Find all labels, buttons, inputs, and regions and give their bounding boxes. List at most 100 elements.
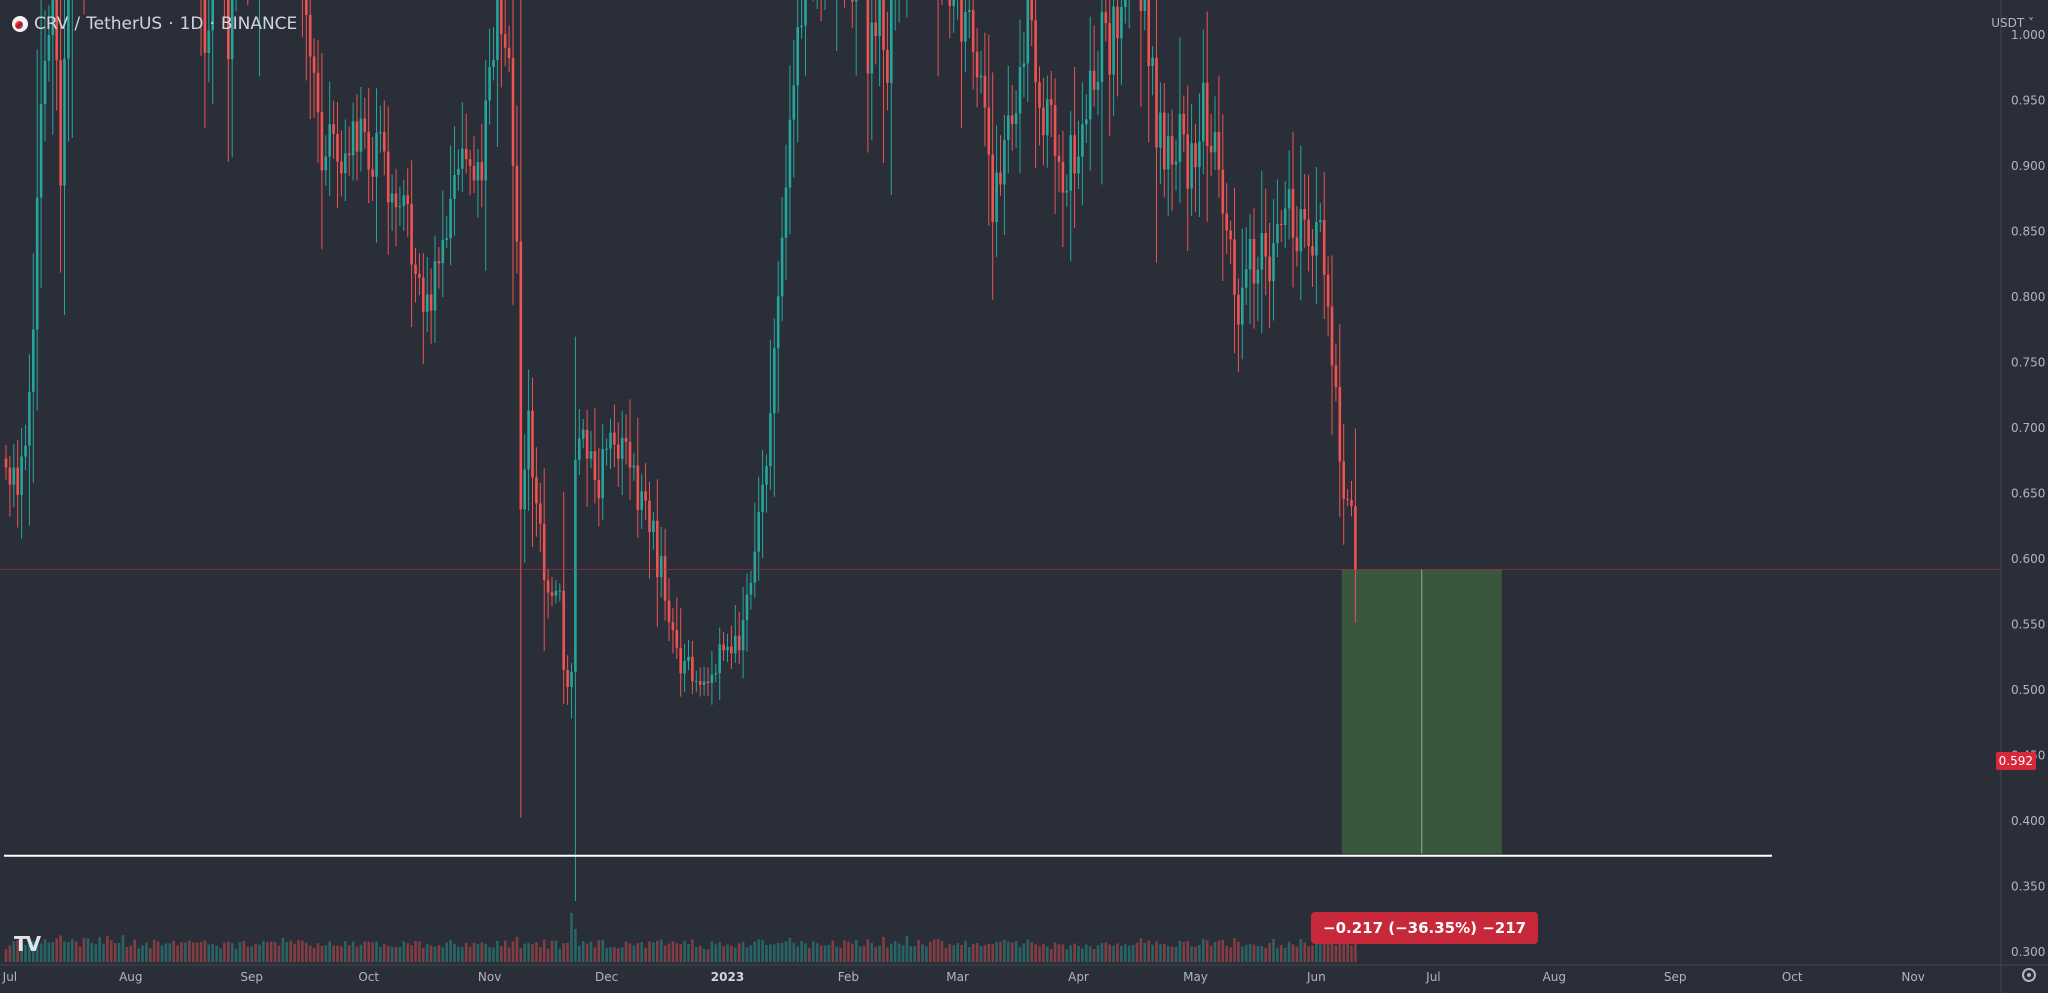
- volume-bar: [948, 943, 952, 962]
- volume-bar: [546, 948, 550, 962]
- volume-bar: [1143, 942, 1147, 962]
- candle-body: [1315, 221, 1318, 256]
- y-tick-label: 0.600: [2011, 552, 2045, 566]
- volume-bar: [1334, 945, 1338, 962]
- volume-bar: [1229, 947, 1232, 962]
- volume-bar: [1319, 943, 1322, 962]
- y-tick-label: 0.500: [2011, 683, 2045, 697]
- volume-bar: [574, 929, 577, 962]
- volume-bar: [866, 939, 870, 962]
- legend-separator: /: [74, 14, 81, 34]
- volume-bar: [250, 946, 253, 962]
- candle-body: [324, 156, 328, 171]
- volume-bar: [679, 944, 682, 962]
- y-tick-label: 0.700: [2011, 421, 2045, 435]
- candle-body: [449, 198, 452, 239]
- candle-body: [1295, 237, 1299, 252]
- volume-bar: [706, 949, 710, 962]
- candle-body: [1104, 12, 1108, 24]
- candle-body: [776, 296, 780, 349]
- volume-bar: [425, 943, 429, 962]
- y-tick-label: 1.000: [2011, 28, 2045, 42]
- volume-bar: [1151, 944, 1154, 962]
- x-tick-label: Aug: [119, 970, 142, 984]
- candle-body: [336, 133, 339, 162]
- candle-body: [1217, 131, 1221, 170]
- candle-body: [542, 523, 546, 581]
- candle-body: [585, 429, 589, 459]
- volume-bar: [823, 945, 827, 962]
- volume-bar: [367, 941, 370, 962]
- volume-bar: [570, 913, 573, 962]
- currency-selector[interactable]: USDT ˅: [1991, 16, 2034, 30]
- candle-body: [734, 635, 737, 654]
- candle-body: [433, 261, 437, 311]
- price-lines: [0, 569, 2000, 857]
- candle-body: [1229, 230, 1232, 240]
- candle-body: [39, 104, 43, 198]
- volume-bar: [632, 945, 636, 962]
- volume-bar: [410, 945, 413, 962]
- x-tick-label: Jul: [2, 970, 17, 984]
- volume-bar: [952, 945, 955, 962]
- volume-bar: [1131, 945, 1135, 962]
- candle-body: [1014, 113, 1018, 125]
- candle-body: [698, 681, 702, 685]
- volume-bar: [457, 946, 460, 962]
- candle-body: [792, 85, 796, 120]
- candle-body: [515, 165, 519, 242]
- candle-body: [1280, 223, 1283, 226]
- volume-bar: [675, 943, 679, 962]
- candle-body: [1260, 233, 1264, 270]
- y-tick-label: 0.800: [2011, 290, 2045, 304]
- candle-body: [1237, 294, 1240, 325]
- x-tick-label: Sep: [240, 970, 263, 984]
- volume-bar: [219, 948, 222, 962]
- candle-body: [445, 238, 448, 240]
- volume-bar: [164, 943, 168, 962]
- candle-body: [305, 0, 308, 15]
- candle-body: [1334, 365, 1338, 388]
- candlestick-series: [4, 0, 1357, 902]
- candle-body: [1303, 209, 1306, 220]
- volume-bar: [734, 947, 737, 962]
- measure-tool: [1341, 569, 1502, 854]
- volume-bar: [839, 947, 842, 962]
- candle-body: [710, 674, 714, 684]
- volume-bar: [55, 938, 58, 962]
- candle-body: [1022, 63, 1026, 68]
- x-tick-label: 2023: [711, 970, 744, 984]
- candle-body: [1283, 208, 1287, 226]
- candle-body: [1276, 223, 1279, 244]
- candle-body: [1326, 274, 1330, 307]
- volume-bar: [1182, 942, 1186, 962]
- tradingview-logo-icon[interactable]: TV: [14, 932, 41, 956]
- volume-bar: [835, 946, 838, 962]
- symbol-legend[interactable]: CRV / TetherUS · 1D · BINANCE: [12, 14, 297, 34]
- volume-bar: [897, 943, 901, 962]
- volume-bar: [1307, 946, 1310, 962]
- candle-body: [1225, 213, 1228, 231]
- volume-bar: [1022, 943, 1026, 962]
- candle-body: [500, 0, 503, 35]
- candle-body: [230, 0, 234, 60]
- volume-bar: [854, 940, 858, 962]
- volume-bar: [769, 944, 772, 962]
- volume-bar: [86, 938, 90, 962]
- volume-bar: [843, 940, 846, 962]
- volume-bar: [917, 940, 920, 962]
- volume-bar: [687, 943, 690, 962]
- volume-bar: [1264, 947, 1267, 962]
- volume-bar: [597, 940, 601, 962]
- candle-body: [761, 484, 764, 512]
- gear-icon[interactable]: [2022, 968, 2036, 982]
- volume-bar: [82, 938, 86, 962]
- volume-bar: [227, 941, 230, 962]
- volume-bar: [94, 944, 97, 962]
- y-tick-label: 0.750: [2011, 356, 2045, 370]
- x-tick-label: Nov: [1901, 970, 1924, 984]
- volume-bar: [1007, 941, 1010, 962]
- volume-bar: [379, 946, 382, 962]
- candle-body: [722, 644, 725, 651]
